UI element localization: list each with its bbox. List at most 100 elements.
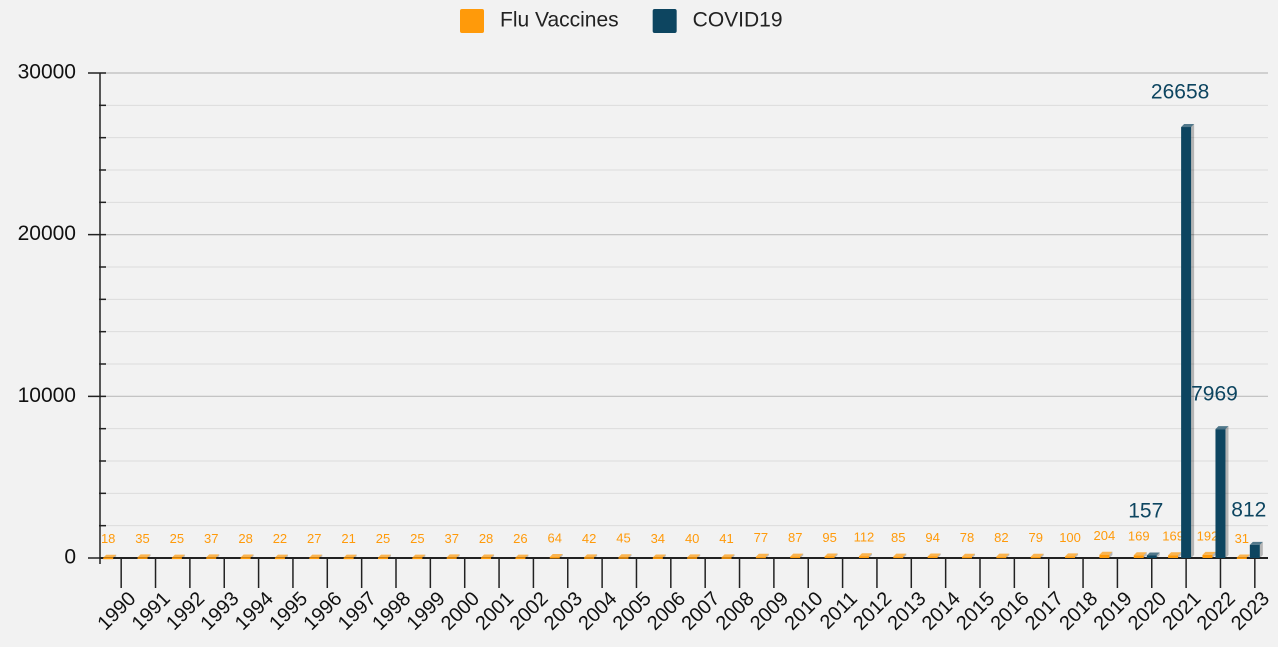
data-label: 169 <box>1162 529 1184 544</box>
bar-top <box>858 553 872 557</box>
legend-swatch <box>652 9 677 33</box>
bar-top <box>1146 552 1160 556</box>
bar-side <box>216 554 220 559</box>
bar-side <box>903 553 907 559</box>
data-label: 812 <box>1231 498 1266 521</box>
bar-group <box>962 553 975 559</box>
bar-top <box>206 554 220 558</box>
y-tick-label: 20000 <box>18 222 76 245</box>
bar-group <box>1236 554 1250 559</box>
bar-top <box>790 553 804 557</box>
bar <box>240 557 251 560</box>
x-tick-label: 2015 <box>952 588 999 635</box>
data-label: 85 <box>891 530 905 545</box>
bar <box>584 557 595 559</box>
bar-top <box>893 553 907 557</box>
bar-top <box>137 554 151 558</box>
bar <box>481 557 492 560</box>
bar-side <box>1212 551 1216 558</box>
data-label: 94 <box>925 530 939 545</box>
bar-top <box>584 554 598 558</box>
bar <box>687 557 698 559</box>
bar-group <box>446 554 460 559</box>
data-label: 64 <box>548 530 562 545</box>
bar-side <box>1075 553 1079 558</box>
data-label: 35 <box>135 531 149 546</box>
bar-group <box>652 554 666 559</box>
data-label: 18 <box>101 531 115 546</box>
x-tick-label: 2020 <box>1124 588 1171 635</box>
bar-group <box>1133 552 1147 558</box>
bar-group <box>1202 551 1216 558</box>
data-label: 100 <box>1059 530 1081 545</box>
bar-top <box>962 553 975 557</box>
data-label: 28 <box>479 531 493 546</box>
bar-top <box>1099 551 1113 555</box>
bar <box>343 557 354 560</box>
bar <box>790 556 801 559</box>
legend-swatch <box>460 9 484 33</box>
bar <box>549 556 560 559</box>
bar <box>1133 555 1144 558</box>
data-label: 112 <box>854 530 875 545</box>
x-tick-label: 2002 <box>506 588 553 635</box>
bar-top <box>103 554 117 558</box>
x-tick-label: 1998 <box>368 588 415 635</box>
x-tick-label: 2017 <box>1021 588 1068 635</box>
bar-top <box>1202 551 1216 555</box>
bar-top <box>755 553 769 557</box>
x-tick-label: 2019 <box>1090 588 1137 635</box>
bar <box>755 556 766 559</box>
legend: Flu Vaccines COVID19 <box>460 9 783 33</box>
bar <box>171 557 182 560</box>
bar <box>206 557 217 559</box>
bar-side <box>1006 553 1010 559</box>
bar-group <box>1030 553 1044 559</box>
bar <box>1168 555 1179 558</box>
bar-side <box>937 553 941 558</box>
y-tick-label: 0 <box>64 546 76 569</box>
bar-group <box>515 554 529 560</box>
x-tick-label: 2008 <box>712 588 759 635</box>
bar-group <box>343 554 357 560</box>
bar-top <box>171 554 185 558</box>
bar-top <box>1181 124 1195 128</box>
bar-side <box>1246 554 1250 559</box>
bar <box>1215 429 1226 558</box>
bar-top <box>996 553 1010 557</box>
bar-group <box>584 554 598 559</box>
bar-group <box>206 554 220 559</box>
bar <box>893 556 904 559</box>
data-label: 26658 <box>1151 81 1209 104</box>
x-tick-label: 1995 <box>265 588 312 635</box>
bar-side <box>250 554 254 560</box>
data-label: 87 <box>788 530 802 545</box>
bar-group <box>103 554 117 560</box>
x-tick-label: 2001 <box>471 588 518 635</box>
x-tick-label: 1996 <box>300 588 347 635</box>
data-label: 31 <box>1235 531 1249 546</box>
bar-group <box>1249 541 1263 558</box>
bar <box>1236 557 1247 559</box>
bar <box>309 557 320 560</box>
bar <box>412 557 423 560</box>
x-tick-label: 2011 <box>816 588 862 634</box>
x-tick-label: 2006 <box>643 588 690 635</box>
x-tick-label: 2014 <box>918 588 965 635</box>
bar-side <box>972 553 975 559</box>
bar-group <box>412 554 426 560</box>
bar-side <box>319 554 323 560</box>
bar-side <box>491 554 495 560</box>
bar-group <box>137 554 151 559</box>
x-tick-label: 2009 <box>746 588 793 635</box>
bar-side <box>1178 552 1182 558</box>
bar-side <box>765 553 769 559</box>
x-tick-label: 2016 <box>987 588 1034 635</box>
bar-side <box>1191 124 1195 559</box>
bar-top <box>618 554 632 558</box>
data-label: 26 <box>513 531 527 546</box>
bar <box>1065 556 1076 558</box>
bar-top <box>1133 552 1147 556</box>
